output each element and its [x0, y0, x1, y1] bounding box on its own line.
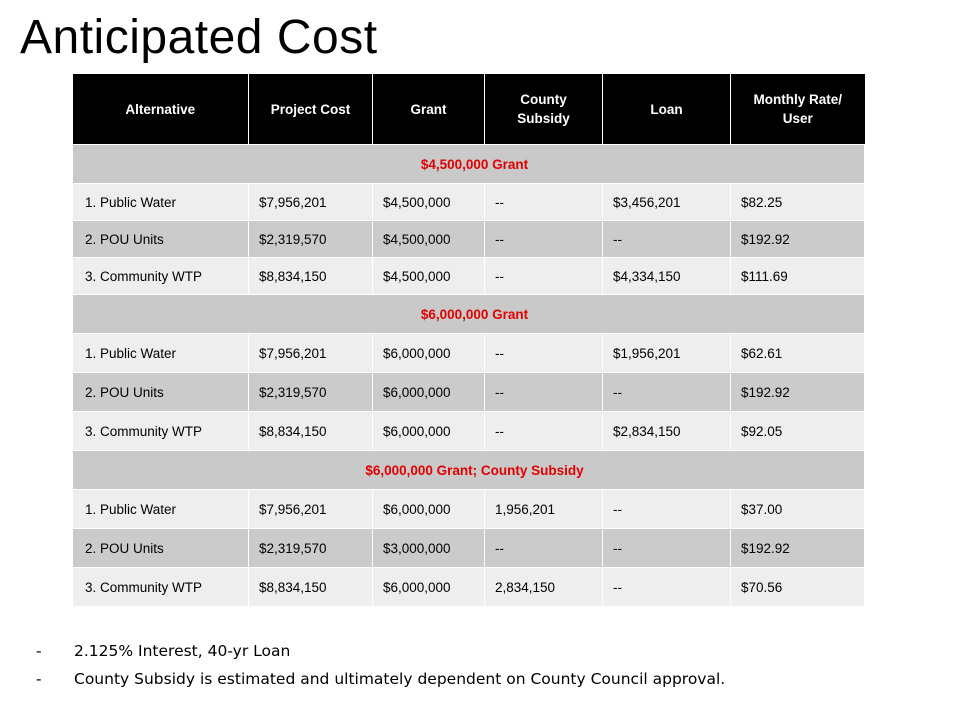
cell-loan: -- [602, 489, 731, 529]
cell-monthly-rate: $111.69 [730, 257, 865, 295]
cell-monthly-rate: $82.25 [730, 183, 865, 221]
cell-grant: $6,000,000 [372, 567, 485, 607]
cell-alternative: 3. Community WTP [72, 567, 249, 607]
cell-alternative: 2. POU Units [72, 528, 249, 568]
cell-alternative: 1. Public Water [72, 183, 249, 221]
header-row: Alternative Project Cost Grant County Su… [72, 74, 865, 145]
cell-loan: -- [602, 220, 731, 258]
cell-grant: $6,000,000 [372, 372, 485, 412]
cell-monthly-rate: $62.61 [730, 333, 865, 373]
header-county-subsidy: County Subsidy [484, 74, 603, 145]
cost-table: Alternative Project Cost Grant County Su… [72, 74, 865, 607]
note-text: 2.125% Interest, 40-yr Loan [74, 642, 291, 660]
note-text: County Subsidy is estimated and ultimate… [74, 670, 726, 688]
cell-alternative: 3. Community WTP [72, 411, 249, 451]
cell-monthly-rate: $192.92 [730, 528, 865, 568]
header-grant: Grant [372, 74, 485, 145]
table-row: 2. POU Units $2,319,570 $4,500,000 -- --… [72, 220, 865, 258]
table-row: 1. Public Water $7,956,201 $4,500,000 --… [72, 183, 865, 221]
group-label: $6,000,000 Grant [72, 294, 865, 334]
header-loan: Loan [602, 74, 731, 145]
cell-alternative: 1. Public Water [72, 489, 249, 529]
cell-loan: -- [602, 567, 731, 607]
header-project-cost: Project Cost [248, 74, 373, 145]
table-row: 2. POU Units $2,319,570 $3,000,000 -- --… [72, 528, 865, 568]
cell-county-subsidy: -- [484, 183, 603, 221]
table-row: 1. Public Water $7,956,201 $6,000,000 1,… [72, 489, 865, 529]
group-row: $6,000,000 Grant; County Subsidy [72, 450, 865, 490]
cell-loan: $3,456,201 [602, 183, 731, 221]
cell-project-cost: $2,319,570 [248, 220, 373, 258]
cell-loan: $2,834,150 [602, 411, 731, 451]
cell-project-cost: $2,319,570 [248, 528, 373, 568]
cell-project-cost: $7,956,201 [248, 489, 373, 529]
cell-project-cost: $2,319,570 [248, 372, 373, 412]
cell-county-subsidy: -- [484, 333, 603, 373]
header-monthly-rate: Monthly Rate/ User [730, 74, 865, 145]
table-row: 2. POU Units $2,319,570 $6,000,000 -- --… [72, 372, 865, 412]
cell-grant: $4,500,000 [372, 183, 485, 221]
cell-alternative: 2. POU Units [72, 220, 249, 258]
cell-county-subsidy: -- [484, 528, 603, 568]
cell-grant: $6,000,000 [372, 411, 485, 451]
cell-monthly-rate: $192.92 [730, 220, 865, 258]
cell-county-subsidy: -- [484, 220, 603, 258]
cell-loan: $1,956,201 [602, 333, 731, 373]
group-row: $6,000,000 Grant [72, 294, 865, 334]
cell-grant: $6,000,000 [372, 333, 485, 373]
cell-monthly-rate: $37.00 [730, 489, 865, 529]
table-row: 3. Community WTP $8,834,150 $6,000,000 2… [72, 567, 865, 607]
cell-project-cost: $8,834,150 [248, 567, 373, 607]
cell-grant: $3,000,000 [372, 528, 485, 568]
table-row: 3. Community WTP $8,834,150 $6,000,000 -… [72, 411, 865, 451]
cell-alternative: 2. POU Units [72, 372, 249, 412]
cell-project-cost: $7,956,201 [248, 333, 373, 373]
cell-alternative: 3. Community WTP [72, 257, 249, 295]
cell-county-subsidy: 1,956,201 [484, 489, 603, 529]
cell-grant: $4,500,000 [372, 220, 485, 258]
note-bullet: - [36, 670, 42, 688]
group-label: $4,500,000 Grant [72, 144, 865, 184]
group-row: $4,500,000 Grant [72, 144, 865, 184]
cell-monthly-rate: $192.92 [730, 372, 865, 412]
cell-loan: $4,334,150 [602, 257, 731, 295]
cell-monthly-rate: $70.56 [730, 567, 865, 607]
note-bullet: - [36, 642, 42, 660]
cell-project-cost: $8,834,150 [248, 411, 373, 451]
cell-project-cost: $7,956,201 [248, 183, 373, 221]
header-alternative: Alternative [72, 74, 249, 145]
cell-project-cost: $8,834,150 [248, 257, 373, 295]
cell-county-subsidy: -- [484, 372, 603, 412]
cell-county-subsidy: -- [484, 411, 603, 451]
cell-loan: -- [602, 372, 731, 412]
group-label: $6,000,000 Grant; County Subsidy [72, 450, 865, 490]
cell-monthly-rate: $92.05 [730, 411, 865, 451]
table-row: 3. Community WTP $8,834,150 $4,500,000 -… [72, 257, 865, 295]
cell-grant: $6,000,000 [372, 489, 485, 529]
slide-title: Anticipated Cost [20, 11, 378, 64]
table-row: 1. Public Water $7,956,201 $6,000,000 --… [72, 333, 865, 373]
cell-loan: -- [602, 528, 731, 568]
cell-county-subsidy: 2,834,150 [484, 567, 603, 607]
cell-county-subsidy: -- [484, 257, 603, 295]
cell-alternative: 1. Public Water [72, 333, 249, 373]
cell-grant: $4,500,000 [372, 257, 485, 295]
